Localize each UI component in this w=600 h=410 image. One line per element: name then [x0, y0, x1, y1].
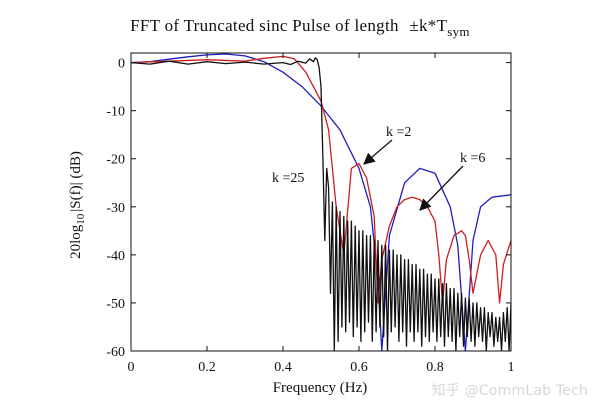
- series-line-k6: [131, 55, 511, 304]
- y-tick-label: -10: [106, 105, 125, 120]
- y-tick-label: -40: [106, 249, 125, 264]
- y-tick-label: 0: [118, 57, 125, 72]
- x-ticks: 0 0.2 0.4 0.6 0.8 1: [128, 53, 515, 375]
- y-tick-label: -60: [106, 345, 125, 360]
- y-axis-label: 20log10|S(f)| (dB): [68, 151, 87, 259]
- x-tick-label: 1: [508, 360, 515, 375]
- y-tick-label: -30: [106, 201, 125, 216]
- x-tick-label: 0: [128, 360, 135, 375]
- x-tick-label: 0.2: [198, 360, 216, 375]
- chart-title: FFT of Truncated sinc Pulse of length ±k…: [130, 16, 470, 39]
- x-tick-label: 0.8: [426, 360, 444, 375]
- annotation-k2: k =2: [386, 125, 411, 140]
- x-tick-label: 0.4: [274, 360, 292, 375]
- arrow-k2: [363, 139, 393, 165]
- annotation-k25: k =25: [272, 171, 304, 186]
- arrow-k6: [419, 165, 464, 211]
- x-axis-label: Frequency (Hz): [273, 380, 368, 396]
- y-tick-label: -50: [106, 297, 125, 312]
- series-line-k25: [131, 57, 511, 351]
- y-ticks: 0 -10 -20 -30 -40 -50 -60: [106, 57, 511, 360]
- x-tick-label: 0.6: [350, 360, 368, 375]
- axes-box: [130, 52, 512, 352]
- annotation-k6: k =6: [460, 151, 485, 166]
- watermark: 知乎 @CommLab Tech: [431, 383, 588, 399]
- y-tick-label: -20: [106, 153, 125, 168]
- series-layer: [131, 53, 511, 351]
